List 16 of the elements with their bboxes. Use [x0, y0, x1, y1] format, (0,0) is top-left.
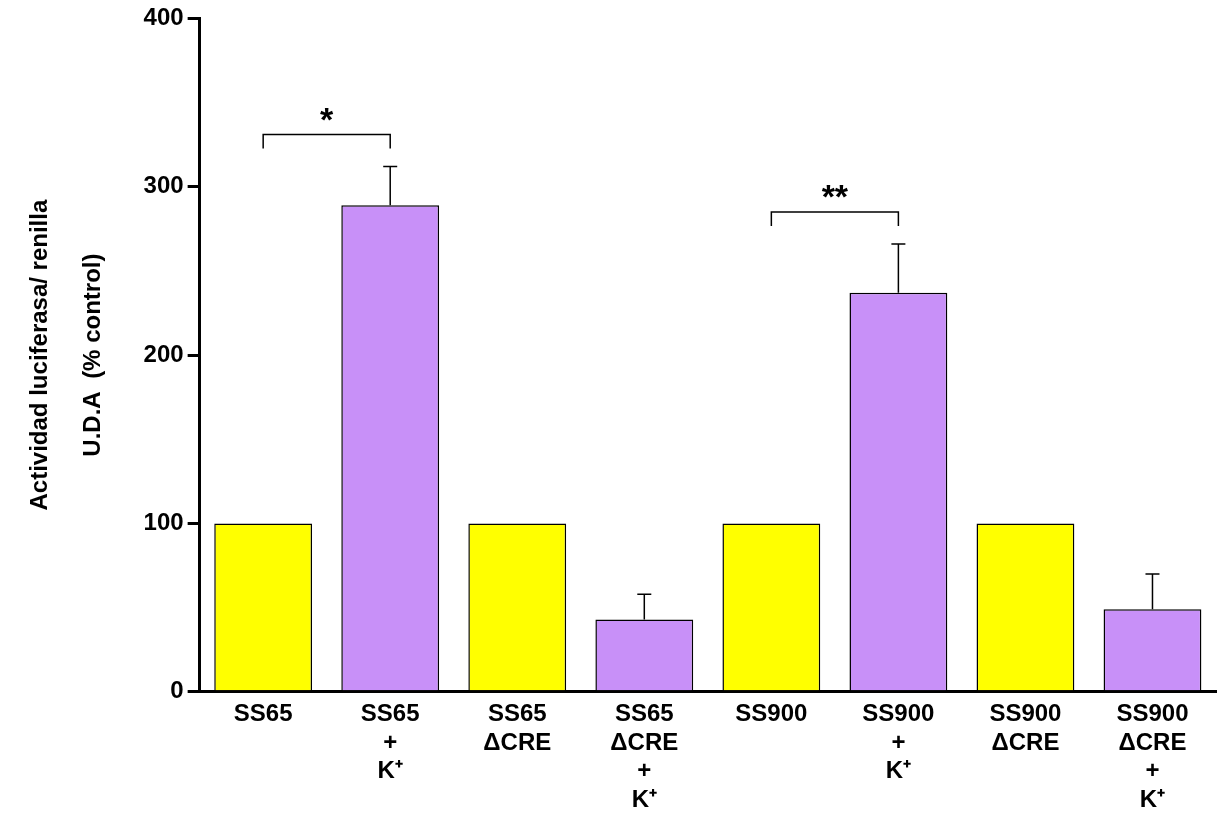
y-tick-label: 100 — [143, 508, 184, 536]
x-tick-label: SS900 ΔCRE — [989, 698, 1062, 755]
annotation: ** — [821, 176, 849, 215]
x-tick-label: SS900 ΔCRE + K⁺ — [1116, 698, 1189, 813]
y-tick-label: 200 — [143, 339, 184, 367]
y-tick-label: 400 — [143, 3, 184, 31]
x-tick-label: SS65 — [233, 698, 293, 726]
x-tick-label: SS900 + K⁺ — [862, 698, 935, 784]
y-axis-title: Actividad luciferasa/ renilla U.D.A (% control) — [25, 199, 105, 511]
x-tick-label: SS65 ΔCRE + K⁺ — [610, 698, 679, 813]
x-tick-label: SS900 — [735, 698, 808, 726]
x-tick-label: SS65 + K⁺ — [360, 698, 420, 784]
y-tick-label: 300 — [143, 171, 184, 199]
x-tick-label: SS65 ΔCRE — [483, 698, 552, 755]
annotation: * — [320, 99, 335, 138]
y-tick-label: 0 — [170, 676, 184, 704]
